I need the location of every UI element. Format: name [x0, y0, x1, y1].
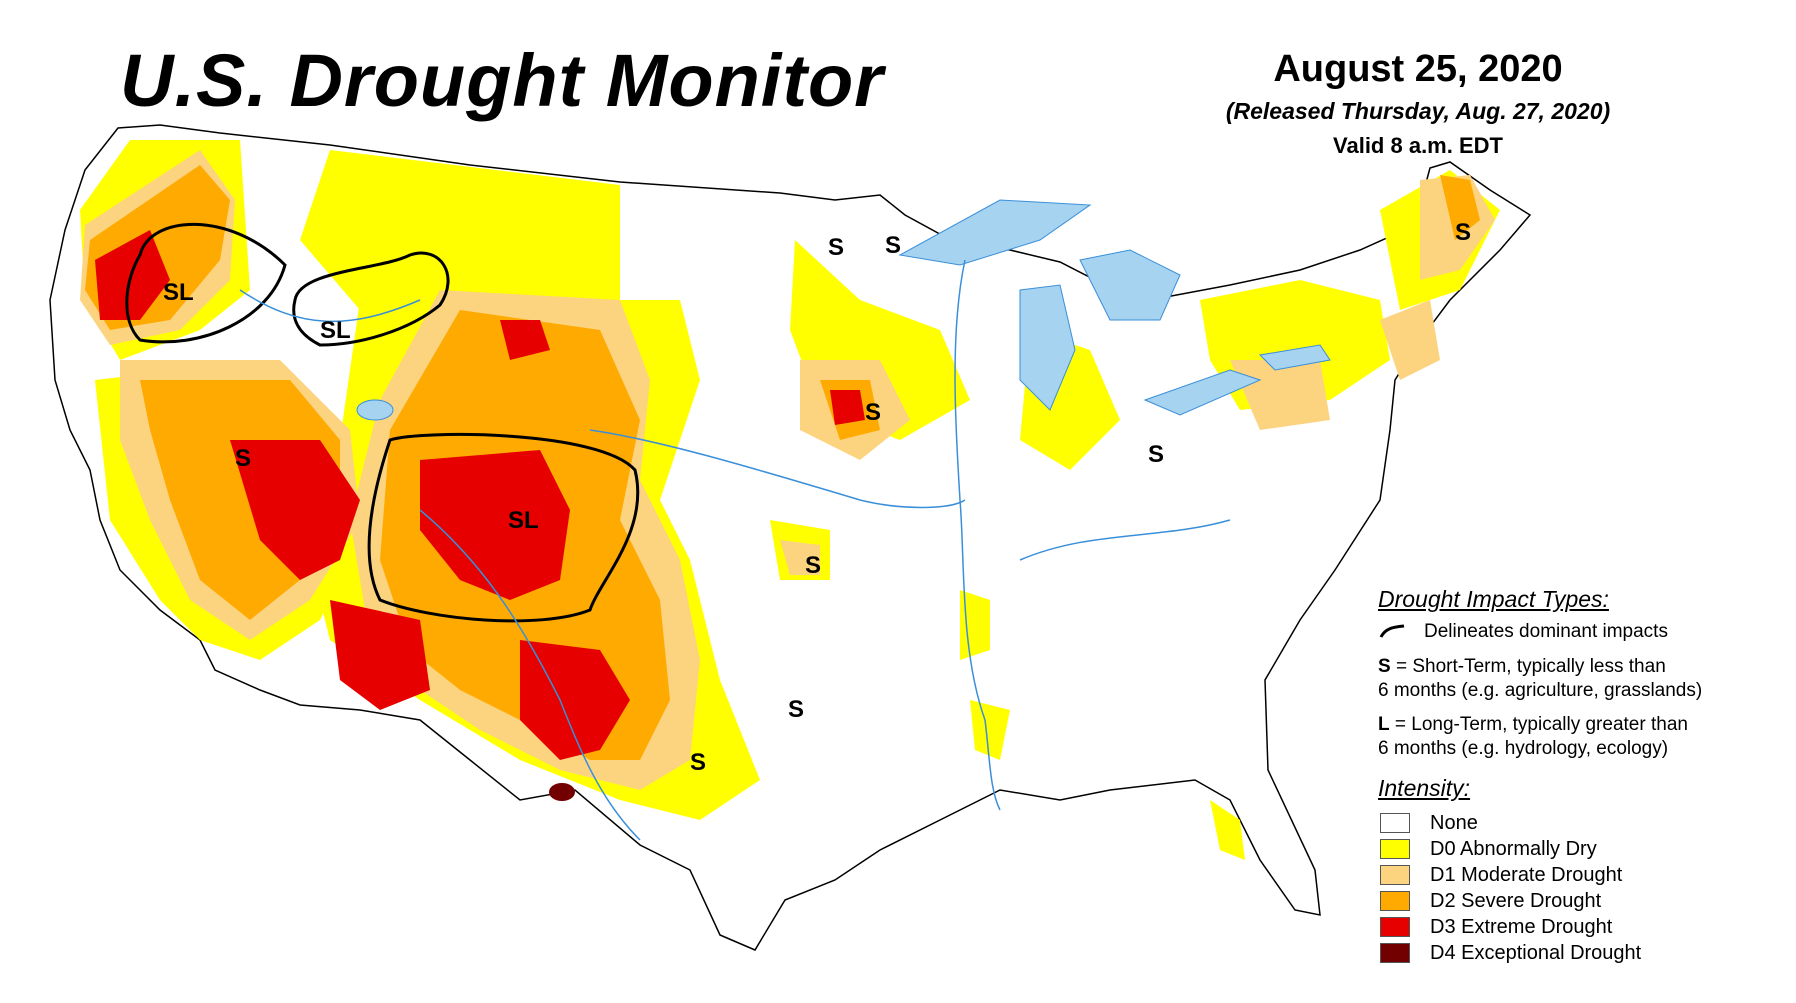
long-term-text2: 6 months (e.g. hydrology, ecology): [1378, 738, 1669, 759]
impact-label: SL: [508, 507, 539, 534]
short-term-text: = Short-Term, typically less than: [1390, 656, 1666, 677]
impact-label: S: [1455, 219, 1471, 246]
legend: Drought Impact Types: Delineates dominan…: [1378, 586, 1788, 966]
short-term-text2: 6 months (e.g. agriculture, grasslands): [1378, 680, 1703, 701]
impact-label: S: [865, 399, 881, 426]
intensity-d0: D0 Abnormally Dry: [1380, 836, 1788, 862]
intensity-d1: D1 Moderate Drought: [1380, 862, 1788, 888]
long-term-code: L: [1378, 714, 1390, 735]
impact-boundaries: [125, 222, 640, 623]
impact-label: S: [828, 234, 844, 261]
map-date: August 25, 2020: [1273, 48, 1563, 90]
d3-areas: [95, 230, 865, 760]
intensity-d4: D4 Exceptional Drought: [1380, 940, 1788, 966]
impact-types-heading: Drought Impact Types:: [1378, 586, 1609, 612]
boundary-line-icon: [1379, 624, 1405, 638]
great-lakes: [356, 199, 1331, 421]
short-term-code: S: [1378, 656, 1391, 677]
impact-line-entry: Delineates dominant impacts: [1378, 621, 1788, 643]
swatch-d2: [1380, 891, 1410, 911]
impact-label: S: [1148, 441, 1164, 468]
map-title: U.S. Drought Monitor: [120, 39, 884, 122]
intensity-label: D3 Extreme Drought: [1430, 915, 1613, 938]
impact-labels: SL SL S SL S S S S S S S S: [163, 219, 1471, 776]
intensity-label: D2 Severe Drought: [1430, 889, 1602, 912]
intensity-label: D1 Moderate Drought: [1430, 863, 1623, 886]
impact-label: S: [235, 445, 251, 472]
swatch-d0: [1380, 839, 1410, 859]
valid-time: Valid 8 a.m. EDT: [1333, 133, 1503, 158]
intensity-label: D0 Abnormally Dry: [1430, 837, 1597, 860]
impact-label: S: [805, 552, 821, 579]
rivers: [239, 259, 1231, 841]
d4-area: [549, 783, 575, 801]
swatch-d4: [1380, 943, 1410, 963]
swatch-none: [1380, 813, 1410, 833]
release-date: (Released Thursday, Aug. 27, 2020): [1225, 98, 1611, 124]
impact-label: S: [690, 749, 706, 776]
short-term-note: S = Short-Term, typically less than 6 mo…: [1378, 655, 1788, 703]
swatch-d3: [1380, 917, 1410, 937]
intensity-heading: Intensity:: [1378, 775, 1471, 801]
impact-label: S: [885, 232, 901, 259]
impact-label: SL: [163, 279, 194, 306]
intensity-label: D4 Exceptional Drought: [1430, 941, 1642, 964]
long-term-text: = Long-Term, typically greater than: [1389, 714, 1688, 735]
impact-label: S: [788, 696, 804, 723]
long-term-note: L = Long-Term, typically greater than 6 …: [1378, 713, 1788, 761]
intensity-none: None: [1380, 810, 1788, 836]
intensity-d2: D2 Severe Drought: [1380, 888, 1788, 914]
impact-line-label: Delineates dominant impacts: [1424, 621, 1668, 642]
impact-label: SL: [320, 317, 351, 344]
swatch-d1: [1380, 865, 1410, 885]
intensity-label: None: [1430, 811, 1478, 834]
intensity-d3: D3 Extreme Drought: [1380, 914, 1788, 940]
